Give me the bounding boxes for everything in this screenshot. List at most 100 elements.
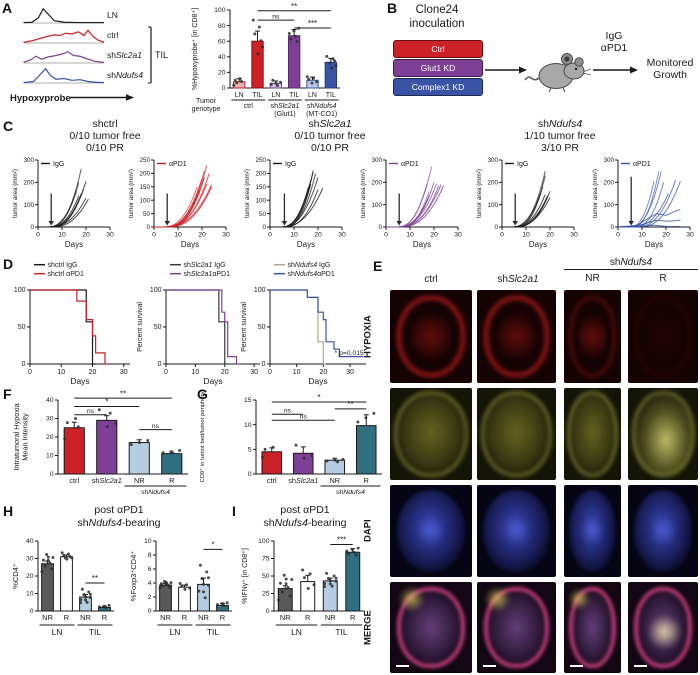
col-header-nr: NR (585, 273, 600, 284)
panel-i-label: I (232, 503, 236, 519)
svg-text:6: 6 (148, 566, 152, 573)
svg-text:NR: NR (325, 613, 336, 622)
svg-text:(Glut1): (Glut1) (274, 111, 295, 118)
col-header-ctrl: ctrl (424, 274, 438, 285)
svg-text:Days: Days (308, 376, 327, 386)
svg-text:100: 100 (139, 197, 150, 204)
svg-text:R: R (350, 613, 356, 622)
panel-b-label: B (387, 0, 398, 16)
panel-g-bar-chart: 0 5 10 15 CD8⁺ in tumor bed/tumor periphery c… (196, 388, 388, 506)
svg-text:0: 0 (500, 232, 504, 239)
svg-text:100: 100 (258, 538, 270, 545)
svg-text:shSlc2a1: shSlc2a1 (107, 50, 142, 60)
svg-text:0: 0 (28, 369, 32, 376)
svg-text:αPD1: αPD1 (169, 161, 187, 168)
treatment-label: IgG αPD1 (600, 30, 628, 54)
svg-text:NR: NR (329, 476, 340, 485)
monitored-growth-label: Monitored Growth (646, 57, 694, 81)
svg-text:200: 200 (487, 180, 498, 187)
svg-text:20: 20 (89, 369, 97, 376)
svg-text:0: 0 (616, 232, 620, 239)
svg-text:250: 250 (139, 157, 150, 164)
ifng-bar-chart: 0 25 50 75 100 %IFNγ⁺ [in CD8⁺] NR R NR R LN TIL *** (238, 533, 372, 645)
svg-text:20: 20 (46, 434, 54, 441)
scale-bar (634, 665, 647, 667)
svg-text:50: 50 (259, 211, 267, 218)
svg-text:300: 300 (23, 157, 34, 164)
svg-text:TIL: TIL (326, 92, 336, 99)
svg-text:tumor area (mm²): tumor area (mm²) (476, 169, 483, 218)
svg-text:100: 100 (255, 197, 266, 204)
svg-text:(MT-CO1): (MT-CO1) (306, 111, 337, 118)
svg-text:200: 200 (603, 180, 614, 187)
svg-text:25: 25 (262, 591, 270, 598)
survival-plot-shslc2a1: shSlc2a1 IgG shSlc2a1αPD1 0 50 100 0 10 20 30 Per… (136, 260, 264, 386)
svg-text:30: 30 (570, 232, 578, 239)
svg-text:shNdufs4: shNdufs4 (141, 489, 170, 496)
svg-text:0: 0 (30, 224, 34, 231)
svg-text:0: 0 (266, 608, 270, 615)
svg-text:250: 250 (255, 157, 266, 164)
svg-text:20: 20 (26, 573, 34, 580)
svg-text:50: 50 (143, 211, 151, 218)
svg-text:0: 0 (146, 224, 150, 231)
foxp3-cd4-bar-chart: 0 2 4 6 8 10 %Foxp3⁺CD4⁺ NR R NR R LN TIL * (126, 533, 240, 645)
svg-text:LN: LN (271, 92, 280, 99)
panel-a-bar-chart: 0 20 40 60 80 100 %Hypoxyprobe⁺ [in CD8⁺] LN TIL… (190, 0, 368, 120)
svg-text:0: 0 (222, 85, 226, 92)
svg-text:0: 0 (378, 224, 382, 231)
svg-text:shSlc2a1: shSlc2a1 (92, 476, 122, 485)
svg-text:ctrl: ctrl (107, 30, 118, 40)
e-tile-hypoxia-col3 (628, 290, 698, 383)
svg-text:Days: Days (181, 240, 199, 249)
svg-text:20: 20 (662, 232, 670, 239)
e-tile-merge-col3 (628, 582, 698, 673)
svg-text:10: 10 (522, 232, 530, 239)
svg-text:10: 10 (638, 232, 646, 239)
svg-text:shctrl IgG: shctrl IgG (48, 262, 78, 269)
svg-text:shNdufs4 IgG: shNdufs4 IgG (288, 262, 331, 269)
svg-text:%Foxp3⁺CD4⁺: %Foxp3⁺CD4⁺ (129, 551, 138, 601)
svg-text:LN: LN (291, 627, 302, 637)
svg-text:R: R (182, 613, 188, 622)
svg-text:20: 20 (221, 369, 229, 376)
svg-text:shNdufs4: shNdufs4 (107, 70, 143, 80)
panel-f-label: F (3, 386, 12, 402)
svg-text:shSlc2a1: shSlc2a1 (271, 103, 300, 110)
shctrl-group-header: shctrl 0/10 tumor free 0/10 PR (69, 118, 141, 154)
svg-text:0: 0 (494, 224, 498, 231)
ctrl-box: Ctrl (393, 40, 483, 58)
svg-text:LN: LN (107, 10, 118, 20)
svg-text:ctrl: ctrl (244, 103, 254, 110)
svg-text:Days: Days (297, 240, 315, 249)
svg-text:*: * (317, 393, 320, 402)
svg-text:0: 0 (30, 608, 34, 615)
svg-text:300: 300 (487, 157, 498, 164)
svg-text:75: 75 (262, 556, 270, 563)
complex1-kd-box: Complex1 KD (393, 78, 483, 96)
svg-text:0: 0 (152, 232, 156, 239)
svg-text:R: R (64, 613, 70, 622)
svg-text:30: 30 (46, 416, 54, 423)
row-label-hypoxia: HYPOXIA (362, 315, 374, 358)
svg-text:IgG: IgG (285, 161, 296, 168)
svg-text:0: 0 (148, 608, 152, 615)
svg-text:0: 0 (36, 232, 40, 239)
svg-text:40: 40 (218, 54, 226, 61)
svg-text:NR: NR (198, 613, 209, 622)
svg-text:Intratumoral Hypoxia: Intratumoral Hypoxia (12, 402, 21, 470)
col-group-shndufs4: shNdufs4 (564, 257, 698, 270)
svg-text:20: 20 (319, 369, 327, 376)
svg-text:shctrl αPD1: shctrl αPD1 (48, 271, 84, 278)
svg-text:200: 200 (255, 171, 266, 178)
e-tile-hypoxia-col2 (564, 290, 621, 383)
svg-text:8: 8 (148, 552, 152, 559)
e-tile-dapi-col1 (477, 485, 556, 577)
panel-b-schematic: Clone24 inoculation Ctrl Glut1 KD Complex… (385, 0, 700, 118)
svg-text:tumor area (mm²): tumor area (mm²) (128, 169, 135, 218)
svg-text:Days: Days (70, 376, 89, 386)
e-tile-merge-col1 (477, 582, 556, 673)
svg-text:LN: LN (308, 92, 317, 99)
svg-text:R: R (364, 476, 369, 485)
svg-text:100: 100 (254, 287, 266, 294)
